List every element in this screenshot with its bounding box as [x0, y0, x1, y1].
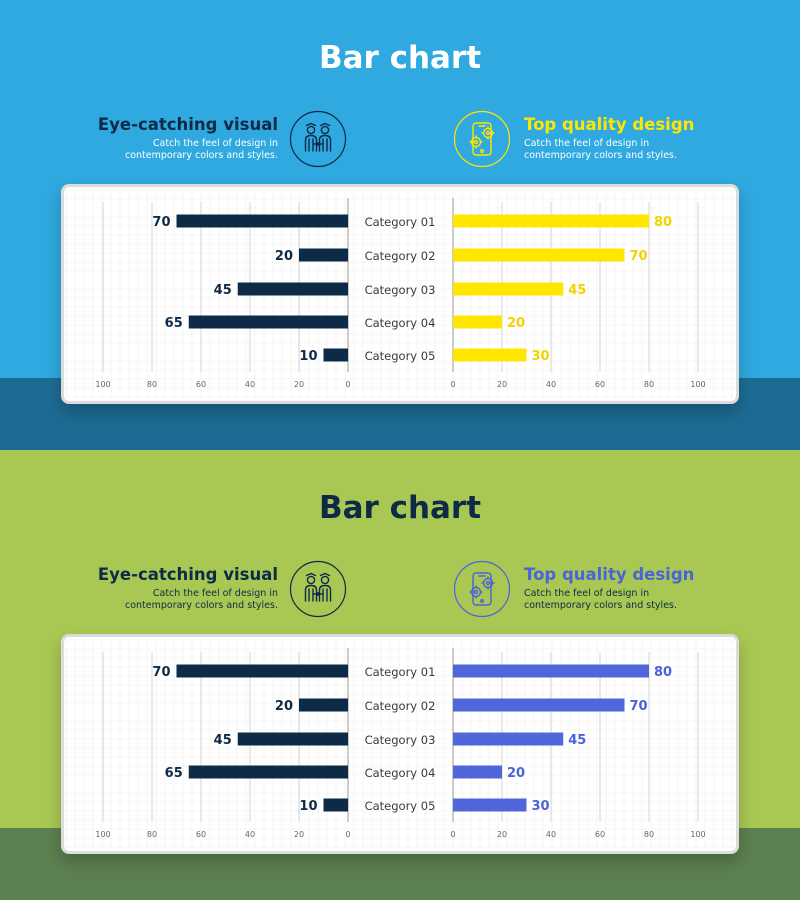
right-bar-value: 70 — [630, 699, 648, 714]
bar-chart: 100 80 60 40 20 0 0 20 40 60 80 100 Category 01 70 80 C… — [65, 639, 735, 848]
left-tick-label: 20 — [294, 380, 304, 389]
right-feature: Top quality design Catch the feel of des… — [524, 565, 694, 612]
left-tick-label: 0 — [345, 830, 350, 839]
category-label: Category 03 — [365, 733, 436, 747]
right-tick-label: 80 — [644, 380, 654, 389]
left-bar-value: 65 — [165, 766, 183, 781]
right-tick-label: 100 — [690, 830, 705, 839]
right-bar — [453, 664, 649, 678]
category-label: Category 01 — [365, 215, 436, 229]
left-bar-value: 70 — [152, 665, 170, 680]
left-bar — [237, 732, 348, 746]
left-bar — [299, 698, 348, 712]
mobile-settings-icon — [453, 560, 511, 618]
left-tick-label: 40 — [245, 830, 255, 839]
left-bar — [188, 765, 348, 779]
left-bar-value: 10 — [299, 799, 317, 814]
left-tick-label: 0 — [345, 380, 350, 389]
right-feature: Top quality design Catch the feel of des… — [524, 115, 694, 162]
category-label: Category 02 — [365, 699, 436, 713]
bar-chart: 100 80 60 40 20 0 0 20 40 60 80 100 Category 01 70 80 C… — [65, 189, 735, 398]
right-tick-label: 0 — [450, 830, 455, 839]
people-icon — [289, 110, 347, 168]
right-tick-label: 40 — [546, 830, 556, 839]
category-label: Category 03 — [365, 283, 436, 297]
page-title: Bar chart — [318, 40, 482, 76]
right-bar — [453, 698, 625, 712]
right-feature-heading: Top quality design — [524, 115, 695, 134]
left-bar — [237, 282, 348, 296]
category-label: Category 05 — [365, 799, 436, 813]
right-tick-label: 100 — [690, 380, 705, 389]
panel-green: Bar chart Eye-catching visual Catch the … — [0, 450, 800, 900]
left-bar — [188, 315, 348, 329]
left-bar — [323, 348, 348, 362]
left-bar — [176, 664, 348, 678]
category-label: Category 02 — [365, 249, 436, 263]
right-bar — [453, 348, 527, 362]
left-tick-label: 100 — [95, 830, 110, 839]
right-bar — [453, 214, 649, 228]
right-tick-label: 80 — [644, 830, 654, 839]
left-bar-value: 10 — [299, 349, 317, 364]
left-bar-value: 45 — [214, 283, 232, 298]
left-tick-label: 60 — [196, 380, 206, 389]
right-feature-description: Catch the feel of design in contemporary… — [524, 138, 678, 161]
right-bar — [453, 248, 625, 262]
right-bar — [453, 732, 564, 746]
right-feature-description: Catch the feel of design in contemporary… — [524, 588, 678, 611]
chart-card: 100 80 60 40 20 0 0 20 40 60 80 100 Category 01 70 80 C… — [61, 184, 739, 404]
mobile-settings-icon — [453, 110, 511, 168]
panel-blue: Bar chart Eye-catching visual Catch the … — [0, 0, 800, 450]
right-bar-value: 80 — [654, 665, 672, 680]
right-tick-label: 20 — [497, 380, 507, 389]
left-bar-value: 45 — [214, 733, 232, 748]
category-label: Category 01 — [365, 665, 436, 679]
left-tick-label: 60 — [196, 830, 206, 839]
right-bar-value: 30 — [532, 349, 550, 364]
left-bar — [299, 248, 348, 262]
left-bar-value: 65 — [165, 316, 183, 331]
right-bar-value: 45 — [568, 283, 586, 298]
category-label: Category 04 — [365, 316, 436, 330]
left-feature-description: Catch the feel of design in contemporary… — [124, 588, 278, 611]
left-bar — [176, 214, 348, 228]
left-bar — [323, 798, 348, 812]
chart-card: 100 80 60 40 20 0 0 20 40 60 80 100 Category 01 70 80 C… — [61, 634, 739, 854]
left-bar-value: 20 — [275, 699, 293, 714]
right-bar-value: 20 — [507, 766, 525, 781]
right-bar — [453, 315, 502, 329]
people-icon — [289, 560, 347, 618]
right-tick-label: 60 — [595, 830, 605, 839]
right-bar — [453, 765, 502, 779]
right-tick-label: 0 — [450, 380, 455, 389]
left-tick-label: 20 — [294, 830, 304, 839]
left-feature-description: Catch the feel of design in contemporary… — [124, 138, 278, 161]
right-bar-value: 45 — [568, 733, 586, 748]
right-tick-label: 20 — [497, 830, 507, 839]
category-label: Category 04 — [365, 766, 436, 780]
right-tick-label: 60 — [595, 380, 605, 389]
right-bar-value: 70 — [630, 249, 648, 264]
right-bar — [453, 282, 564, 296]
right-bar — [453, 798, 527, 812]
left-tick-label: 40 — [245, 380, 255, 389]
left-feature: Eye-catching visual Catch the feel of de… — [98, 115, 278, 162]
left-tick-label: 80 — [147, 380, 157, 389]
left-tick-label: 80 — [147, 830, 157, 839]
right-bar-value: 30 — [532, 799, 550, 814]
left-feature-heading: Eye-catching visual — [97, 565, 278, 584]
left-feature: Eye-catching visual Catch the feel of de… — [98, 565, 278, 612]
left-tick-label: 100 — [95, 380, 110, 389]
right-bar-value: 80 — [654, 215, 672, 230]
page-title: Bar chart — [318, 490, 482, 526]
left-bar-value: 70 — [152, 215, 170, 230]
right-bar-value: 20 — [507, 316, 525, 331]
left-bar-value: 20 — [275, 249, 293, 264]
left-feature-heading: Eye-catching visual — [97, 115, 278, 134]
category-label: Category 05 — [365, 349, 436, 363]
right-feature-heading: Top quality design — [524, 565, 695, 584]
right-tick-label: 40 — [546, 380, 556, 389]
